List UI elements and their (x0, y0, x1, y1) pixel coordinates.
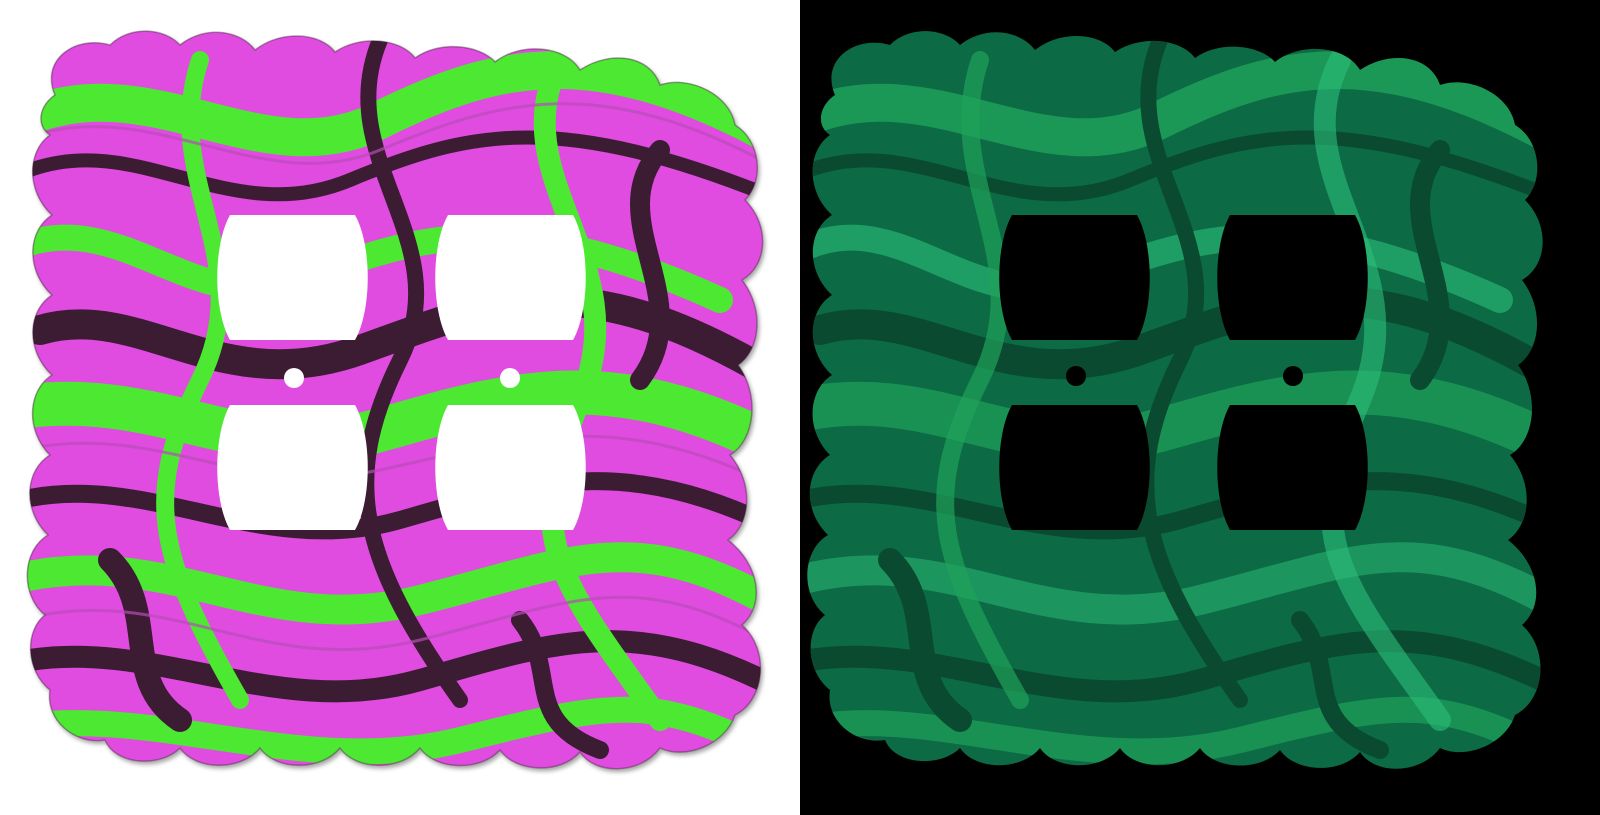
glow-outlet-right (1217, 215, 1368, 530)
glow-outlet-left (999, 215, 1150, 530)
glow-receptacle-hole (1217, 215, 1368, 340)
glow-view-panel (800, 0, 1600, 815)
glow-receptacle-hole (1217, 405, 1368, 530)
day-receptacle-hole (217, 215, 368, 340)
glow-plate-image (800, 0, 1600, 815)
day-plate-image (26, 30, 764, 770)
day-receptacle-hole (435, 215, 586, 340)
glow-plate (807, 31, 1543, 769)
day-receptacle-hole (435, 405, 586, 530)
glow-screw-hole (1283, 366, 1303, 386)
day-screw-hole (284, 368, 304, 388)
day-view-panel (26, 30, 764, 770)
glow-screw-hole (1066, 366, 1086, 386)
day-plate (26, 30, 764, 770)
day-outlet-right (435, 215, 586, 530)
day-screw-hole (500, 368, 520, 388)
glow-receptacle-hole (999, 405, 1150, 530)
day-outlet-left (217, 215, 368, 530)
glow-receptacle-hole (999, 215, 1150, 340)
day-receptacle-hole (217, 405, 368, 530)
